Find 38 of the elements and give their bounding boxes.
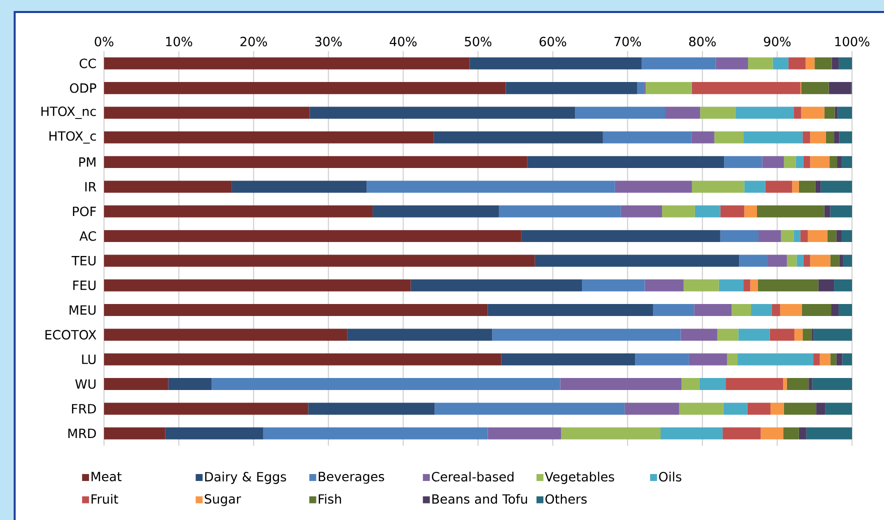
- x-tick-label: 70%: [614, 36, 641, 46]
- y-tick-label: ECOTOX: [45, 330, 96, 340]
- legend-label: Dairy & Eggs: [205, 472, 286, 484]
- y-tick-label: POF: [72, 206, 96, 216]
- y-tick-label: FEU: [73, 280, 96, 290]
- y-tick-label: AC: [79, 231, 96, 241]
- legend-label: Beverages: [318, 472, 384, 484]
- y-tick-label: CC: [80, 58, 96, 68]
- legend-label: Cereal-based: [432, 472, 514, 482]
- legend-label: Fish: [318, 494, 342, 504]
- y-tick-label: HTOX_c: [49, 131, 96, 144]
- x-tick-label: 30%: [315, 36, 342, 46]
- y-tick-label: HTOX_nc: [41, 106, 96, 119]
- legend-label: Fruit: [92, 494, 118, 504]
- legend-label: Oils: [659, 472, 682, 482]
- y-tick-label: MEU: [70, 305, 96, 315]
- y-tick-label: LU: [82, 354, 96, 364]
- x-tick-label: 0%: [94, 36, 114, 46]
- y-tick-label: MRD: [68, 428, 96, 438]
- x-tick-label: 100%: [835, 36, 870, 46]
- x-tick-label: 20%: [240, 36, 267, 46]
- legend-label: Beans and Tofu: [432, 494, 527, 504]
- x-tick-label: 10%: [166, 36, 192, 46]
- y-tick-label: ODP: [70, 83, 96, 93]
- x-tick-label: 60%: [540, 36, 566, 46]
- x-tick-label: 50%: [464, 36, 492, 46]
- y-tick-label: TEU: [72, 256, 96, 266]
- x-tick-label: 80%: [689, 36, 716, 46]
- legend-label: Others: [545, 494, 587, 504]
- legend-label: Meat: [92, 472, 122, 482]
- x-tick-label: 90%: [764, 36, 791, 46]
- legend-label: Sugar: [204, 494, 242, 506]
- x-tick-label: 40%: [390, 36, 417, 46]
- y-tick-label: FRD: [72, 404, 96, 414]
- y-tick-label: PM: [79, 157, 96, 167]
- legend-label: Vegetables: [544, 472, 614, 484]
- y-tick-label: IR: [85, 182, 96, 192]
- y-tick-label: WU: [75, 379, 96, 389]
